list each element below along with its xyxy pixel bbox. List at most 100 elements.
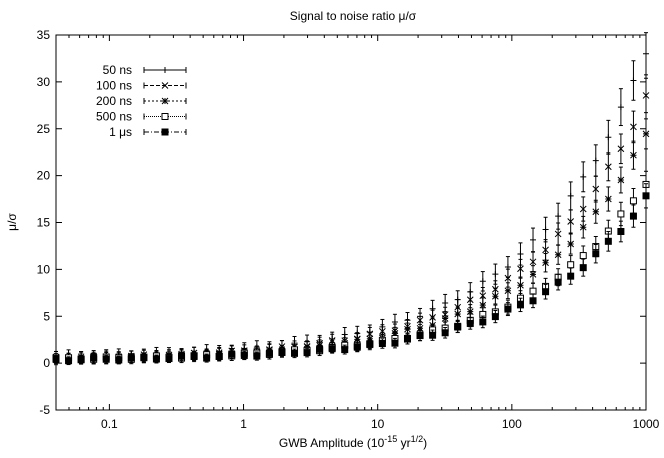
y-tick-label: 0 [43,356,50,370]
marker-filled-square [228,350,236,358]
marker-filled-square [178,352,186,360]
marker-filled-square [215,352,223,360]
marker-filled-square [265,349,273,357]
y-tick-label: 20 [37,169,51,183]
marker-filled-square [240,351,248,359]
marker-cross [630,123,637,131]
marker-cross [161,82,169,89]
marker-cross [379,327,386,335]
marker-filled-square [115,356,123,364]
marker-plus [617,104,624,111]
marker-star [554,251,562,259]
marker-star [604,195,612,203]
marker-star [617,176,625,184]
marker-filled-square [416,332,424,340]
legend-label: 1 μs [109,125,132,139]
x-axis-title: GWB Amplitude (10-15 yr1/2) [279,434,427,450]
marker-plus [517,250,524,257]
marker-filled-square [366,340,374,348]
marker-cross [529,258,537,266]
marker-filled-square [592,250,600,258]
marker-filled-square [353,343,361,351]
marker-filled-square [65,357,73,365]
marker-star [161,97,169,105]
marker-filled-square [52,355,60,363]
marker-plus [492,271,499,278]
marker-filled-square [161,128,169,136]
marker-plus [442,300,449,307]
y-tick-label: 25 [37,122,51,136]
marker-filled-square [190,353,198,361]
marker-cross [617,145,625,153]
marker-plus [643,50,649,57]
marker-filled-square [378,340,386,348]
axes: -5 0 5 10 15 20 25 30 35 0.1 1 10 100 1000 [37,28,660,431]
marker-star [504,287,512,295]
marker-cross [642,92,650,99]
marker-open-square [629,197,637,205]
marker-filled-square [542,288,550,296]
marker-cross [567,218,575,225]
marker-filled-square [466,319,474,327]
marker-filled-square [391,339,399,347]
marker-plus [567,192,574,199]
marker-star [492,292,499,300]
data-marks [52,32,650,366]
series-3 [52,170,650,365]
marker-filled-square [629,212,637,220]
x-axis-title-main: GWB Amplitude (10 [279,436,385,450]
marker-filled-square [642,192,650,200]
y-tick-label: 5 [43,309,50,323]
marker-star [416,324,424,332]
marker-filled-square [454,323,462,331]
marker-star [404,325,411,333]
series-0 [53,32,649,365]
marker-filled-square [140,353,148,361]
chart-title: Signal to noise ratio μ/σ [290,9,417,23]
legend-label: 500 ns [96,110,132,124]
marker-filled-square [403,335,411,343]
marker-star [567,240,575,248]
marker-cross [604,163,612,171]
marker-cross [466,296,474,304]
marker-plus [605,134,612,141]
marker-plus [592,157,599,164]
marker-filled-square [203,354,211,362]
marker-filled-square [341,346,349,354]
marker-filled-square [291,349,299,357]
marker-star [353,336,361,343]
marker-star [517,281,524,289]
marker-open-square [567,261,575,269]
marker-filled-square [328,345,336,353]
x-tick-label: 100 [502,417,522,431]
x-tick-label: 10 [371,417,385,431]
series-2 [52,118,650,366]
x-tick-label: 0.1 [101,417,118,431]
marker-filled-square [165,355,173,363]
marker-filled-square [604,237,612,245]
y-tick-label: 15 [37,216,51,230]
marker-star [529,271,537,278]
y-tick-label: 10 [37,262,51,276]
marker-filled-square [516,301,524,309]
marker-star [441,315,449,322]
y-tick-label: 30 [37,75,51,89]
marker-filled-square [529,297,537,305]
marker-star [579,223,587,231]
marker-open-square [529,287,537,295]
marker-cross [592,185,600,193]
marker-plus [580,173,587,180]
marker-cross [517,265,524,273]
marker-filled-square [491,313,499,321]
x-axis-title-exp2: 1/2 [411,434,424,444]
marker-filled-square [316,345,324,353]
marker-filled-square [102,355,110,363]
marker-filled-square [441,329,449,337]
marker-filled-square [303,349,311,357]
marker-plus [542,226,549,233]
marker-filled-square [127,354,135,362]
marker-plus [555,213,562,220]
marker-filled-square [479,318,487,326]
marker-star [642,130,650,138]
